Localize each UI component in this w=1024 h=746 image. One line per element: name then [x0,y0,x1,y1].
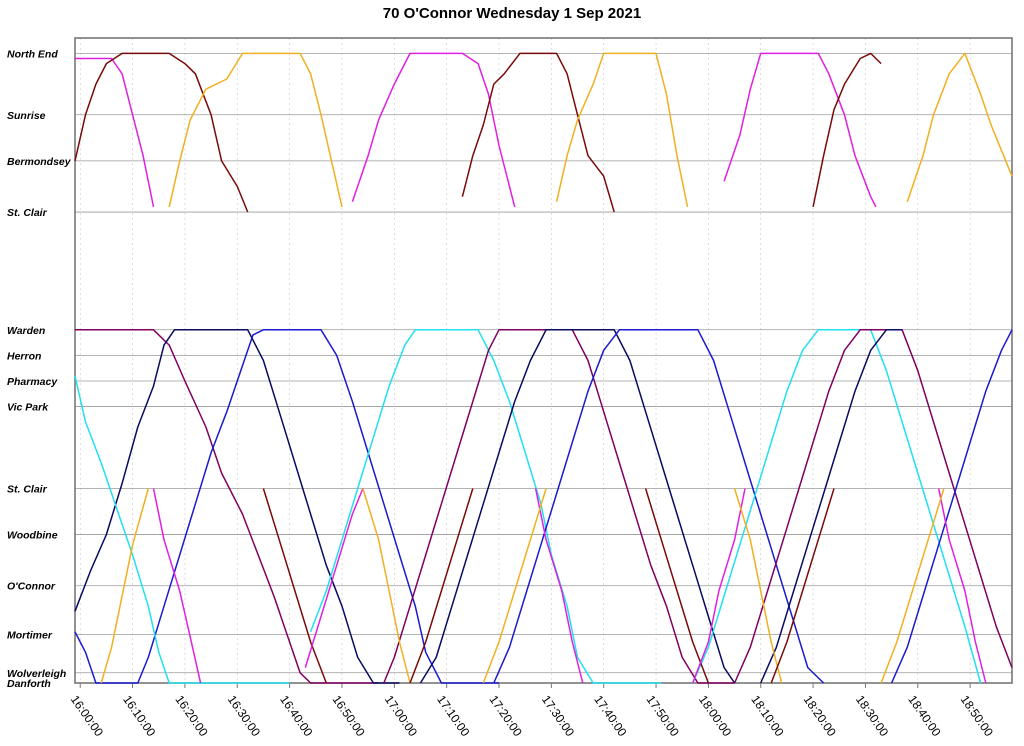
x-tick-label: 18:20:00 [801,693,839,740]
bus-trace-30 [691,488,746,684]
bus-trace-14 [383,329,735,684]
stop-label: Herron [7,350,41,362]
bus-trace-33 [937,488,987,684]
x-tick-label: 16:50:00 [330,693,368,740]
x-tick-label: 17:30:00 [539,693,577,740]
bus-trace-21 [152,488,202,684]
x-tick-label: 18:40:00 [905,693,943,740]
bus-trace-29 [644,488,710,684]
x-tick-label: 17:50:00 [644,693,682,740]
bus-trace-17 [692,329,982,684]
chart-title: 70 O'Connor Wednesday 1 Sep 2021 [382,5,642,22]
bus-trace-20 [890,329,1013,684]
bus-trace-3 [351,52,516,208]
x-tick-label: 17:20:00 [487,693,525,740]
bus-trace-13 [309,329,662,684]
bus-trace-5 [555,52,689,208]
bus-trace-27 [534,488,584,684]
x-tick-label: 18:10:00 [748,693,786,740]
bus-trace-4 [461,52,615,213]
stop-label: North End [7,48,58,60]
x-tick-label: 18:50:00 [958,693,996,740]
bus-trace-1 [74,52,249,213]
x-tick-label: 16:20:00 [172,693,210,740]
bus-trace-2 [168,52,343,208]
stop-label: Sunrise [7,110,46,122]
bus-trace-25 [362,488,411,684]
x-tick-label: 18:00:00 [696,693,734,740]
bus-trace-22 [100,488,150,684]
bus-trace-16 [493,329,825,684]
x-tick-label: 17:10:00 [434,693,472,740]
stop-label: Pharmacy [7,376,58,388]
x-tick-label: 17:40:00 [591,693,629,740]
bus-trace-8 [906,52,1013,203]
stop-label: St. Clair [7,483,48,495]
bus-trace-26 [409,488,474,684]
bus-trace-18 [733,329,1013,684]
bus-trace-0 [75,57,155,208]
bus-trace-32 [770,488,835,684]
x-tick-label: 16:30:00 [225,693,263,740]
bus-trace-19 [760,329,903,684]
bus-trace-31 [733,488,783,684]
stop-label: Woodbine [7,530,58,542]
bus-trace-15 [419,329,736,684]
x-tick-label: 16:00:00 [68,693,106,740]
bus-trace-28 [482,488,547,684]
x-tick-label: 17:00:00 [382,693,420,740]
x-tick-label: 16:10:00 [120,693,158,740]
bus-trace-23 [262,488,328,684]
stop-label: Warden [7,325,45,337]
stop-label: Bermondsey [7,156,72,168]
x-tick-label: 18:30:00 [853,693,891,740]
bus-trace-7 [812,52,882,208]
bus-trace-12 [74,375,290,684]
bus-trace-34 [880,488,945,684]
stop-label: St. Clair [7,207,48,219]
plot-frame [74,37,1013,684]
stop-label: Wolverleigh [7,668,66,680]
stop-label: Vic Park [7,402,49,414]
bus-trace-9 [75,329,379,684]
stop-label: Danforth [7,678,51,690]
bus-trace-24 [304,488,364,668]
bus-trace-10 [74,329,400,684]
bus-trace-11 [74,329,499,684]
x-tick-label: 16:40:00 [277,693,315,740]
stop-label: O'Connor [7,581,56,593]
bus-trace-6 [723,52,877,208]
stop-label: Mortimer [7,629,53,641]
